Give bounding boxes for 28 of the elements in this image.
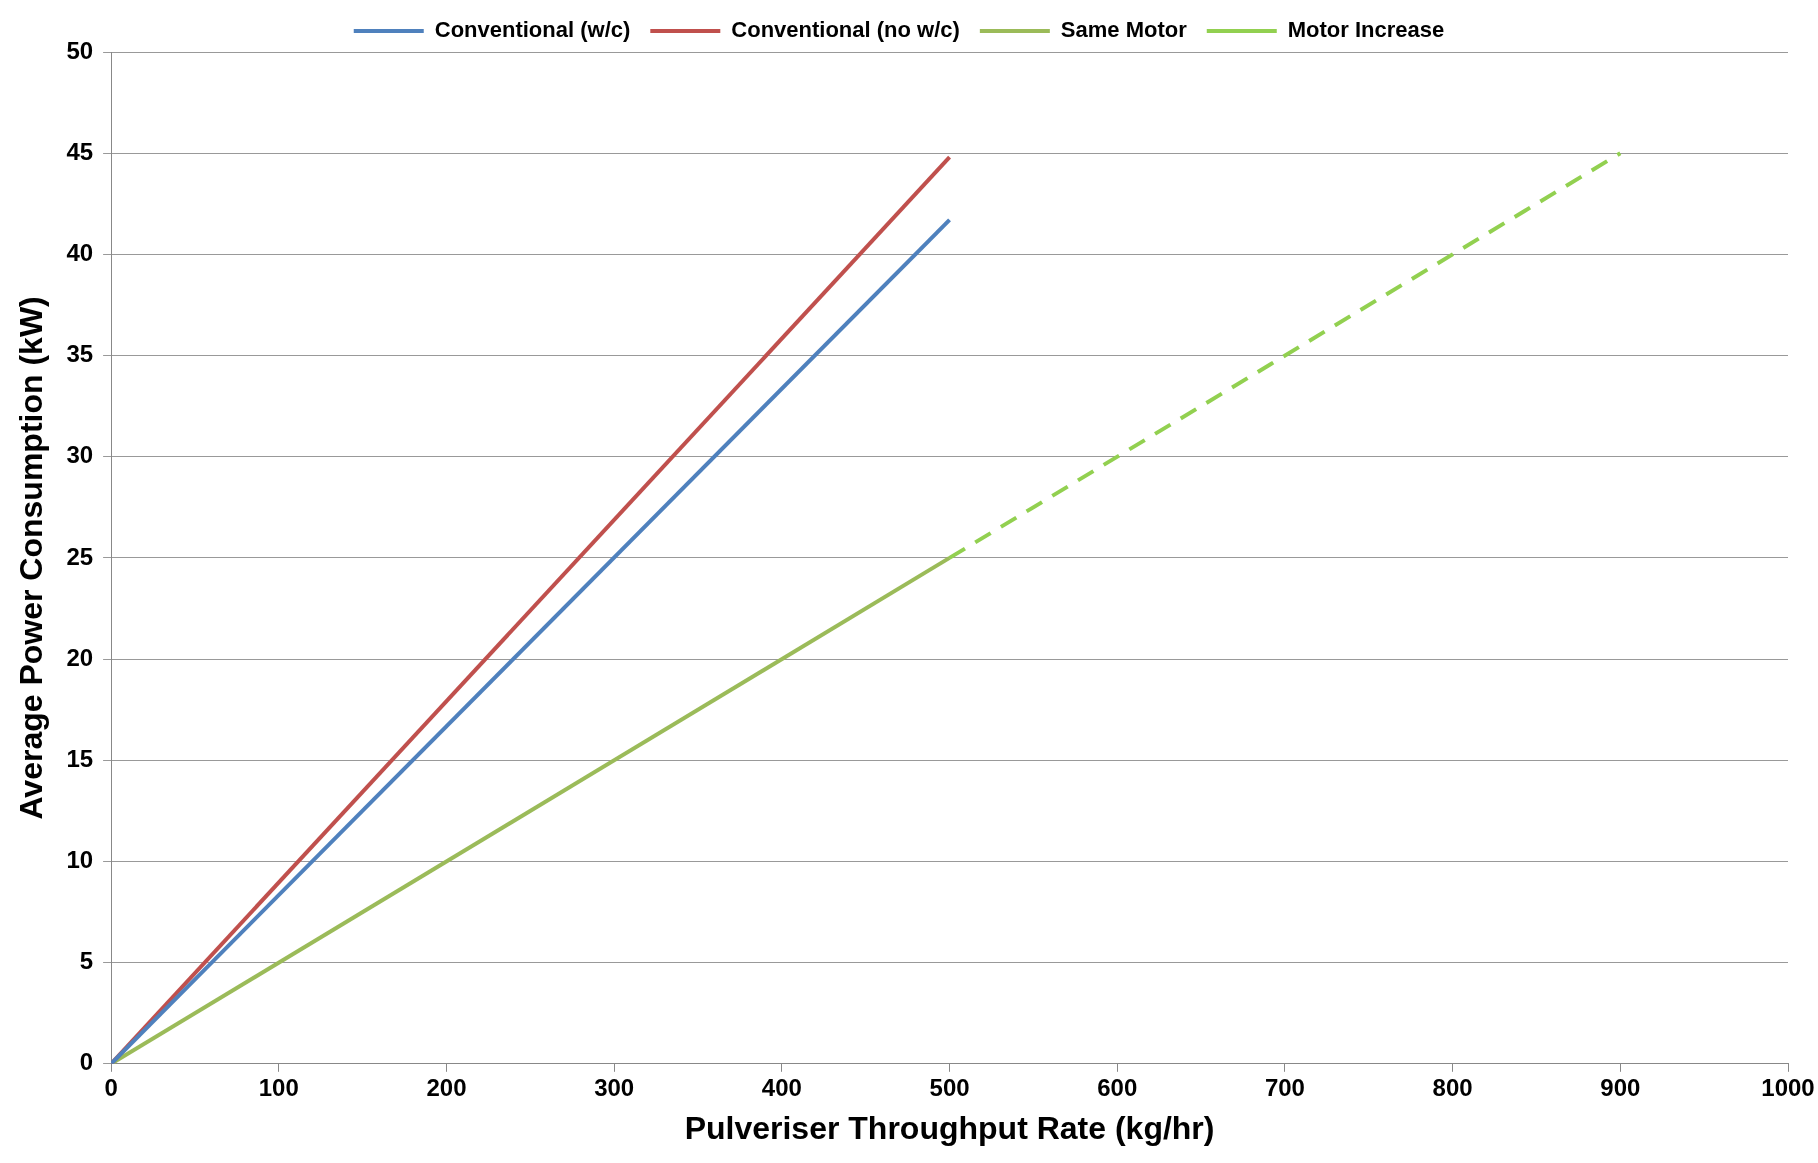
x-tick-label: 1000 <box>1761 1073 1815 1101</box>
x-axis-title: Pulveriser Throughput Rate (kg/hr) <box>684 1109 1215 1146</box>
x-tick-label: 100 <box>258 1073 299 1101</box>
x-tick-label: 600 <box>1097 1073 1138 1101</box>
y-tick-label: 15 <box>66 744 94 772</box>
y-tick-label: 25 <box>66 542 94 570</box>
x-tick-label: 200 <box>426 1073 467 1101</box>
y-tick-label: 20 <box>66 643 94 671</box>
x-tick-label: 900 <box>1600 1073 1641 1101</box>
y-tick-label: 50 <box>66 36 94 64</box>
legend-label: Conventional (w/c) <box>434 17 631 43</box>
y-tick-label: 40 <box>66 238 94 266</box>
x-tick-label: 500 <box>929 1073 970 1101</box>
legend-label: Same Motor <box>1060 17 1188 43</box>
x-tick-label: 0 <box>104 1073 118 1101</box>
legend-label: Conventional (no w/c) <box>731 17 960 43</box>
y-tick-label: 30 <box>66 441 94 469</box>
y-axis-title: Average Power Consumption (kW) <box>13 296 50 820</box>
y-tick-label: 10 <box>66 846 94 874</box>
x-tick-label: 800 <box>1432 1073 1473 1101</box>
x-tick-label: 300 <box>594 1073 635 1101</box>
y-tick-label: 45 <box>66 137 94 165</box>
x-tick-label: 700 <box>1264 1073 1305 1101</box>
y-tick-label: 35 <box>66 340 94 368</box>
y-tick-label: 5 <box>79 947 94 975</box>
x-tick-label: 400 <box>761 1073 802 1101</box>
legend-label: Motor Increase <box>1287 17 1445 43</box>
y-tick-label: 0 <box>79 1048 94 1076</box>
